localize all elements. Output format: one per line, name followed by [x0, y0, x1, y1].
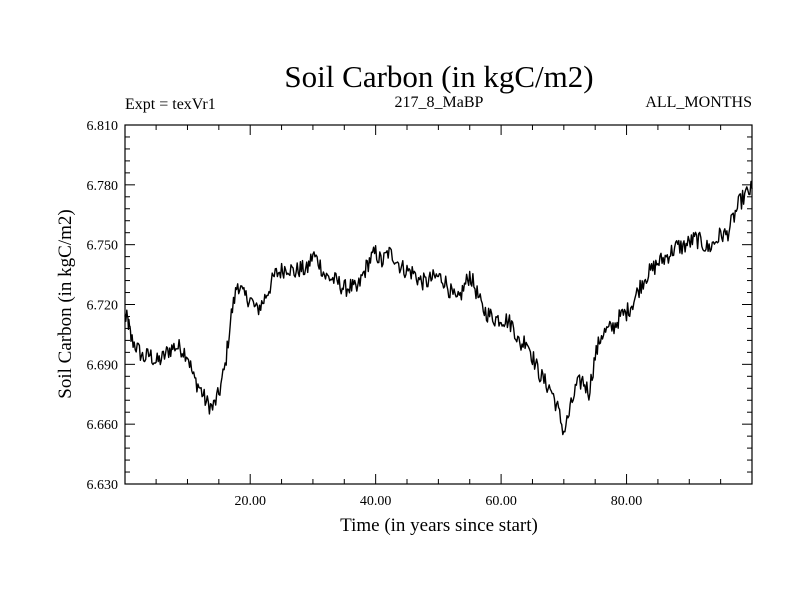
- axis-ticks: [125, 124, 752, 485]
- period-label: 217_8_MaBP: [395, 94, 484, 111]
- y-tick-label: 6.720: [87, 299, 119, 314]
- y-tick-label: 6.810: [87, 119, 119, 134]
- x-tick-label: 60.00: [485, 494, 517, 509]
- soil-carbon-series-line: [124, 180, 753, 436]
- x-tick-label: 20.00: [234, 494, 266, 509]
- y-tick-label: 6.780: [87, 179, 119, 194]
- months-label: ALL_MONTHS: [645, 94, 752, 111]
- chart-title: Soil Carbon (in kgC/m2): [284, 59, 593, 94]
- axis-tick-labels: 20.00 40.00 60.00 80.00 6.630 6.660 6.690 6.720…: [87, 119, 643, 509]
- y-tick-label: 6.750: [87, 239, 119, 254]
- x-tick-label: 80.00: [611, 494, 643, 509]
- x-tick-label: 40.00: [360, 494, 392, 509]
- experiment-label: Expt = texVr1: [125, 96, 216, 113]
- y-tick-label: 6.630: [87, 478, 119, 493]
- y-tick-label: 6.690: [87, 358, 119, 373]
- x-axis-label: Time (in years since start): [340, 515, 538, 536]
- y-axis-label: Soil Carbon (in kgC/m2): [55, 209, 76, 398]
- y-tick-label: 6.660: [87, 418, 119, 433]
